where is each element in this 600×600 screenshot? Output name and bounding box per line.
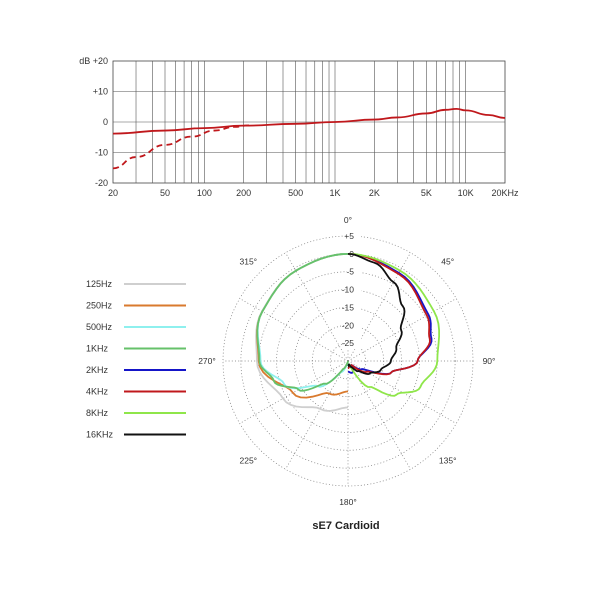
frequency-series-line — [112, 107, 506, 135]
frequency-x-tick-label: 500 — [288, 188, 303, 198]
polar-radial-tick-label: -15 — [342, 302, 355, 312]
frequency-x-tick-label: 50 — [160, 188, 170, 198]
frequency-response-chart: dB +20+100-10-20 20 50 100 200 500 1K 2K 5K 10K 2… — [79, 56, 519, 198]
polar-radial-tick-label: +5 — [344, 231, 354, 241]
polar-legend-label: 1KHz — [86, 344, 109, 354]
polar-series — [255, 253, 440, 412]
polar-angle-tick-label: 270° — [198, 356, 216, 366]
polar-grid-spoke — [285, 360, 349, 470]
polar-grid-spoke — [347, 298, 457, 362]
frequency-x-tick-label: 200 — [236, 188, 251, 198]
frequency-x-tick-label: 20KHz — [491, 188, 519, 198]
frequency-series-dashed-line — [112, 124, 250, 170]
polar-angle-tick-label: 225° — [240, 456, 258, 466]
frequency-y-tick-label: dB +20 — [79, 56, 108, 66]
polar-angle-tick-label: 315° — [240, 256, 258, 266]
polar-angle-tick-label: 45° — [441, 256, 454, 266]
polar-angle-tick-label: 135° — [439, 456, 457, 466]
polar-legend-label: 250Hz — [86, 301, 113, 311]
polar-series-line — [347, 253, 440, 397]
frequency-x-axis: 20 50 100 200 500 1K 2K 5K 10K 20KHz — [108, 188, 519, 198]
polar-tick-label-background — [347, 234, 361, 350]
polar-radial-tick-label: -20 — [342, 320, 355, 330]
polar-chart-title: sE7 Cardioid — [312, 520, 379, 532]
polar-legend-label: 16KHz — [86, 430, 114, 440]
polar-grid-circle — [294, 307, 402, 415]
polar-legend-label: 4KHz — [86, 387, 109, 397]
frequency-y-tick-label: 0 — [103, 117, 108, 127]
frequency-y-tick-label: +10 — [93, 87, 108, 97]
polar-legend-label: 2KHz — [86, 365, 109, 375]
frequency-x-tick-label: 5K — [421, 188, 432, 198]
frequency-x-tick-label: 1K — [329, 188, 340, 198]
polar-series-line — [256, 253, 349, 390]
frequency-grid — [112, 60, 506, 184]
polar-grid-spoke — [285, 252, 349, 362]
polar-series-line — [347, 253, 406, 375]
frequency-series — [112, 107, 506, 170]
polar-series-line — [256, 253, 349, 392]
frequency-y-tick-label: -20 — [95, 178, 108, 188]
frequency-y-axis: dB +20 +10 0 -10 -20 — [79, 56, 108, 188]
frequency-x-tick-label: 100 — [197, 188, 212, 198]
polar-angle-tick-label: 180° — [339, 497, 357, 507]
polar-radial-tick-label: -25 — [342, 338, 355, 348]
polar-legend-label: 125Hz — [86, 279, 113, 289]
polar-legend-label: 8KHz — [86, 408, 109, 418]
polar-grid-spoke — [239, 360, 349, 424]
frequency-x-tick-label: 10K — [458, 188, 474, 198]
frequency-y-tick-label: -10 — [95, 148, 108, 158]
polar-radial-tick-label: -10 — [342, 285, 355, 295]
polar-radial-tick-label: -5 — [346, 267, 354, 277]
polar-angle-tick-label: 90° — [483, 356, 496, 366]
polar-angle-tick-label: 0° — [344, 215, 352, 225]
frequency-x-tick-label: 20 — [108, 188, 118, 198]
polar-legend-label: 500Hz — [86, 322, 113, 332]
frequency-x-tick-label: 2K — [369, 188, 380, 198]
polar-angle-ticks: 0° 45° 90° 135° 180° 225° 270° 315° — [198, 215, 495, 507]
polar-legend: 125Hz 250Hz 500Hz 1KHz 2KHz 4KHz 8KHz 16KHz — [86, 279, 186, 440]
polar-grid-circle — [240, 253, 456, 469]
polar-grid — [222, 234, 474, 487]
